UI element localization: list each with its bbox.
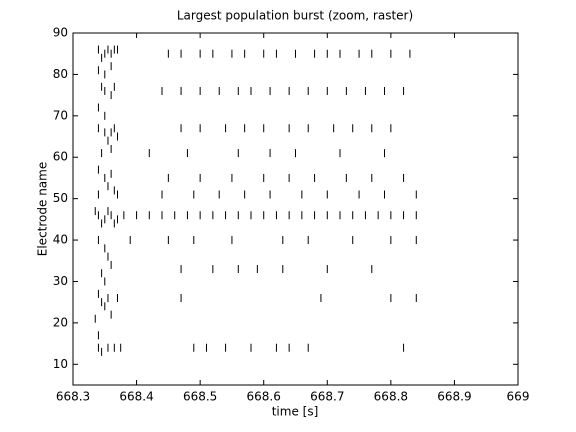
- x-tick-label: 668.6: [247, 390, 281, 404]
- plot-area: [72, 32, 519, 386]
- x-tick-label: 668.7: [310, 390, 344, 404]
- x-tick-label: 668.3: [56, 390, 90, 404]
- y-axis-label: Electrode name: [36, 162, 50, 256]
- chart-title: Largest population burst (zoom, raster): [177, 9, 413, 23]
- y-tick-label: 10: [53, 357, 68, 371]
- x-tick-label: 668.9: [437, 390, 471, 404]
- y-tick-label: 50: [53, 191, 68, 205]
- y-tick-label: 20: [53, 315, 68, 329]
- y-tick-label: 90: [53, 26, 68, 40]
- y-tick-label: 30: [53, 274, 68, 288]
- y-tick-label: 80: [53, 67, 68, 81]
- x-tick-label: 668.4: [119, 390, 153, 404]
- x-tick-label: 669: [507, 390, 530, 404]
- y-tick-label: 40: [53, 233, 68, 247]
- x-tick-label: 668.5: [183, 390, 217, 404]
- y-tick-label: 60: [53, 150, 68, 164]
- x-axis-label: time [s]: [272, 405, 319, 419]
- x-tick-label: 668.8: [374, 390, 408, 404]
- y-tick-label: 70: [53, 108, 68, 122]
